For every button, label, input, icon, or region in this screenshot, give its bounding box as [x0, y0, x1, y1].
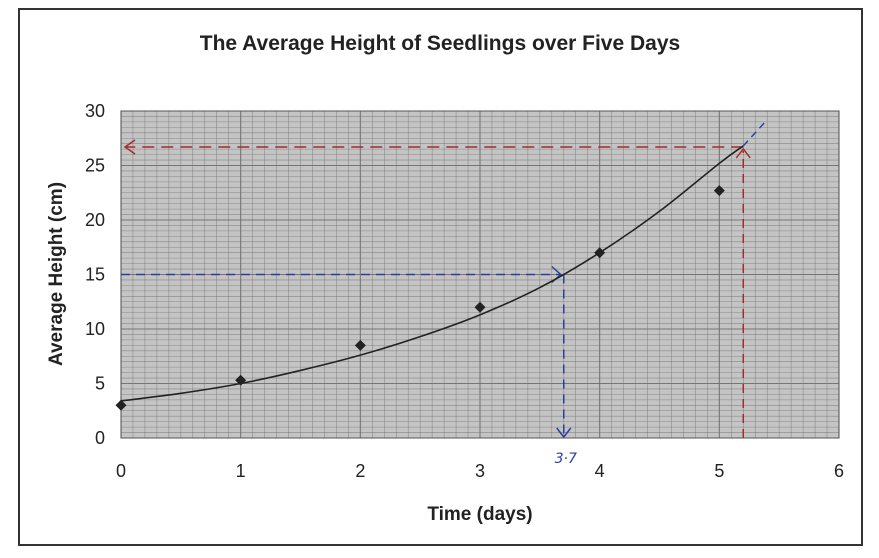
y-axis-label: Average Height (cm)	[46, 182, 67, 366]
data-point	[594, 247, 606, 259]
y-tick-label: 20	[85, 210, 105, 230]
data-points	[115, 185, 725, 411]
data-point	[474, 301, 486, 313]
blue-arrowhead-down	[556, 427, 572, 439]
x-axis-label: Time (days)	[427, 504, 532, 525]
chart-title: The Average Height of Seedlings over Fiv…	[200, 32, 680, 55]
y-tick-label: 25	[85, 156, 105, 176]
x-tick-label: 6	[834, 461, 844, 481]
data-point	[713, 185, 725, 197]
x-tick-label: 2	[355, 461, 365, 481]
x-tick-label: 5	[714, 461, 724, 481]
y-tick-label: 0	[95, 428, 105, 448]
red-arrowhead-left	[123, 139, 136, 155]
gridlines	[120, 110, 840, 439]
x-tick-label: 0	[116, 461, 126, 481]
x-tick-label: 3	[475, 461, 485, 481]
y-tick-label: 10	[85, 319, 105, 339]
x-tick-label: 1	[236, 461, 246, 481]
x-tick-labels: 0 1 2 3 4 5 6	[116, 461, 844, 481]
red-arrowhead-up	[735, 147, 751, 159]
y-tick-label: 30	[85, 101, 105, 121]
y-tick-label: 5	[95, 374, 105, 394]
data-point	[235, 374, 247, 386]
y-tick-label: 15	[85, 265, 105, 285]
data-point	[115, 399, 127, 411]
data-point	[354, 339, 366, 351]
blue-reading-label: 3·7	[555, 451, 577, 467]
y-tick-labels: 0 5 10 15 20 25 30	[85, 101, 105, 448]
x-tick-label: 4	[595, 461, 605, 481]
reading-annotations: 3·7	[121, 139, 751, 467]
trendline-extension	[742, 119, 768, 147]
